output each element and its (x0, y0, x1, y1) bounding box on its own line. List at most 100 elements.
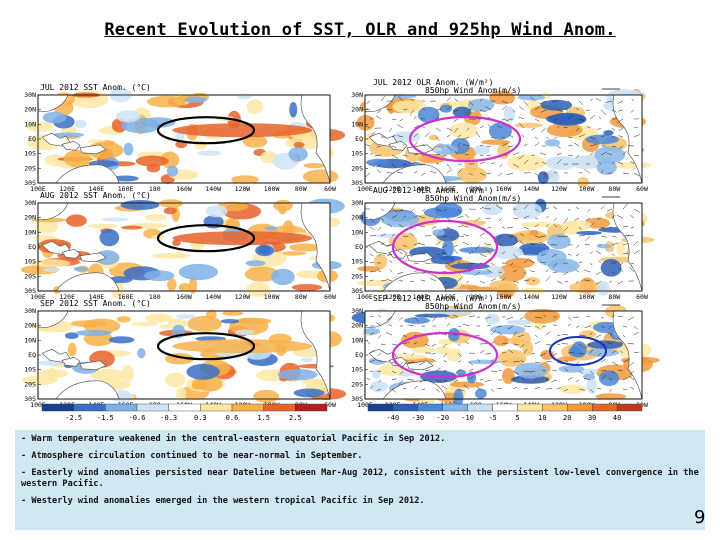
anomaly-blob (473, 144, 491, 155)
wind-vector (627, 343, 635, 345)
anomaly-blob (99, 229, 120, 247)
wind-vector (485, 379, 492, 382)
colorbar-swatch (542, 403, 568, 412)
lon-tick-label: 100E (30, 401, 46, 409)
wind-vector (474, 244, 481, 251)
land-shape (37, 94, 69, 112)
wind-vector (497, 387, 503, 390)
wind-vector (545, 136, 549, 139)
wind-vector (391, 154, 399, 159)
lat-tick-label: 10S (351, 366, 363, 374)
wind-vector (619, 145, 624, 149)
anomaly-blob (484, 313, 500, 325)
wind-vector (443, 369, 448, 372)
lat-tick-label: 30N (24, 307, 36, 315)
lon-tick-label: 120W (235, 185, 251, 193)
wind-vector (589, 332, 593, 336)
wind-vector (369, 349, 375, 354)
land-shape (300, 202, 331, 292)
anomaly-blob (236, 93, 253, 100)
wind-vector (413, 125, 420, 129)
colorbar-label: 10 (538, 414, 546, 422)
wind-vector (631, 98, 635, 102)
olr-panel-subtitle: 850hp Wind Anom(m/s) (425, 302, 521, 311)
wind-vector (519, 316, 525, 320)
wind-vector (490, 278, 496, 282)
anomaly-blob (439, 104, 453, 113)
anomaly-blob (506, 154, 546, 172)
wind-vector (556, 158, 562, 165)
wind-vector (578, 100, 584, 106)
wind-vector (611, 271, 616, 275)
anomaly-blob (176, 387, 187, 402)
land-shape (61, 248, 81, 259)
wind-vector (627, 234, 635, 237)
wind-vector (442, 343, 448, 348)
wind-vector (495, 205, 503, 210)
wind-vector (484, 243, 492, 246)
wind-vector (589, 370, 595, 375)
wind-vector (391, 208, 398, 213)
anomaly-blob (135, 155, 169, 167)
olr-panel-subtitle: 850hp Wind Anom(m/s) (425, 86, 521, 95)
lat-tick-label: 10N (24, 120, 36, 128)
wind-vector (435, 208, 443, 212)
wind-vector (567, 316, 573, 321)
wind-vector (534, 106, 540, 111)
wind-vector (600, 226, 605, 229)
wind-vector (573, 142, 580, 147)
anomaly-blob (434, 202, 463, 218)
wind-vector (398, 224, 404, 228)
wind-vector (391, 163, 397, 168)
wind-vector (589, 262, 593, 266)
land-shape (55, 272, 120, 292)
wind-vector (446, 169, 453, 174)
wind-vector (562, 235, 569, 238)
land-shape (37, 310, 69, 328)
anomaly-blob (163, 207, 177, 215)
wind-vector (376, 169, 382, 174)
wind-vector (501, 277, 506, 282)
lat-tick-label: EQ (355, 243, 363, 251)
lon-tick-label: 120W (551, 293, 567, 301)
wind-vector (422, 107, 426, 111)
lon-tick-label: 80W (608, 185, 620, 193)
wind-vector (380, 280, 387, 282)
wind-vector (435, 367, 441, 372)
anomaly-blob (144, 270, 175, 282)
wind-vector (402, 352, 407, 355)
wind-vector (608, 280, 613, 283)
wind-vector (422, 143, 426, 147)
anomaly-blob (596, 159, 617, 175)
wind-vector (442, 379, 448, 383)
wind-vector (596, 250, 602, 255)
lat-tick-label: 10S (351, 150, 363, 158)
anomaly-blob (178, 263, 218, 281)
lat-tick-label: 30N (24, 91, 36, 99)
wind-vector (534, 325, 540, 329)
wind-vector (399, 370, 404, 375)
wind-vector (468, 376, 474, 381)
wind-vector (409, 109, 415, 115)
anomaly-blob (253, 389, 280, 403)
wind-vector (365, 125, 371, 129)
wind-vector (611, 235, 617, 238)
wind-vector (512, 343, 519, 345)
land-shape (79, 360, 107, 371)
anomaly-blob (65, 214, 87, 227)
wind-vector (534, 376, 539, 381)
wind-vector (418, 225, 426, 228)
wind-vector (617, 161, 624, 165)
notes-box: - Warm temperature weakened in the centr… (15, 430, 705, 530)
wind-vector (479, 172, 486, 176)
lon-tick-label: 140W (523, 185, 539, 193)
wind-vector (422, 271, 426, 275)
wind-vector (454, 379, 459, 383)
anomaly-blob (586, 348, 619, 357)
lat-tick-label: 20N (24, 106, 36, 114)
anomaly-blob (417, 153, 446, 164)
lat-tick-label: 10N (24, 228, 36, 236)
wind-vector (630, 262, 635, 265)
wind-vector (432, 145, 437, 150)
anomaly-blob (101, 217, 129, 222)
